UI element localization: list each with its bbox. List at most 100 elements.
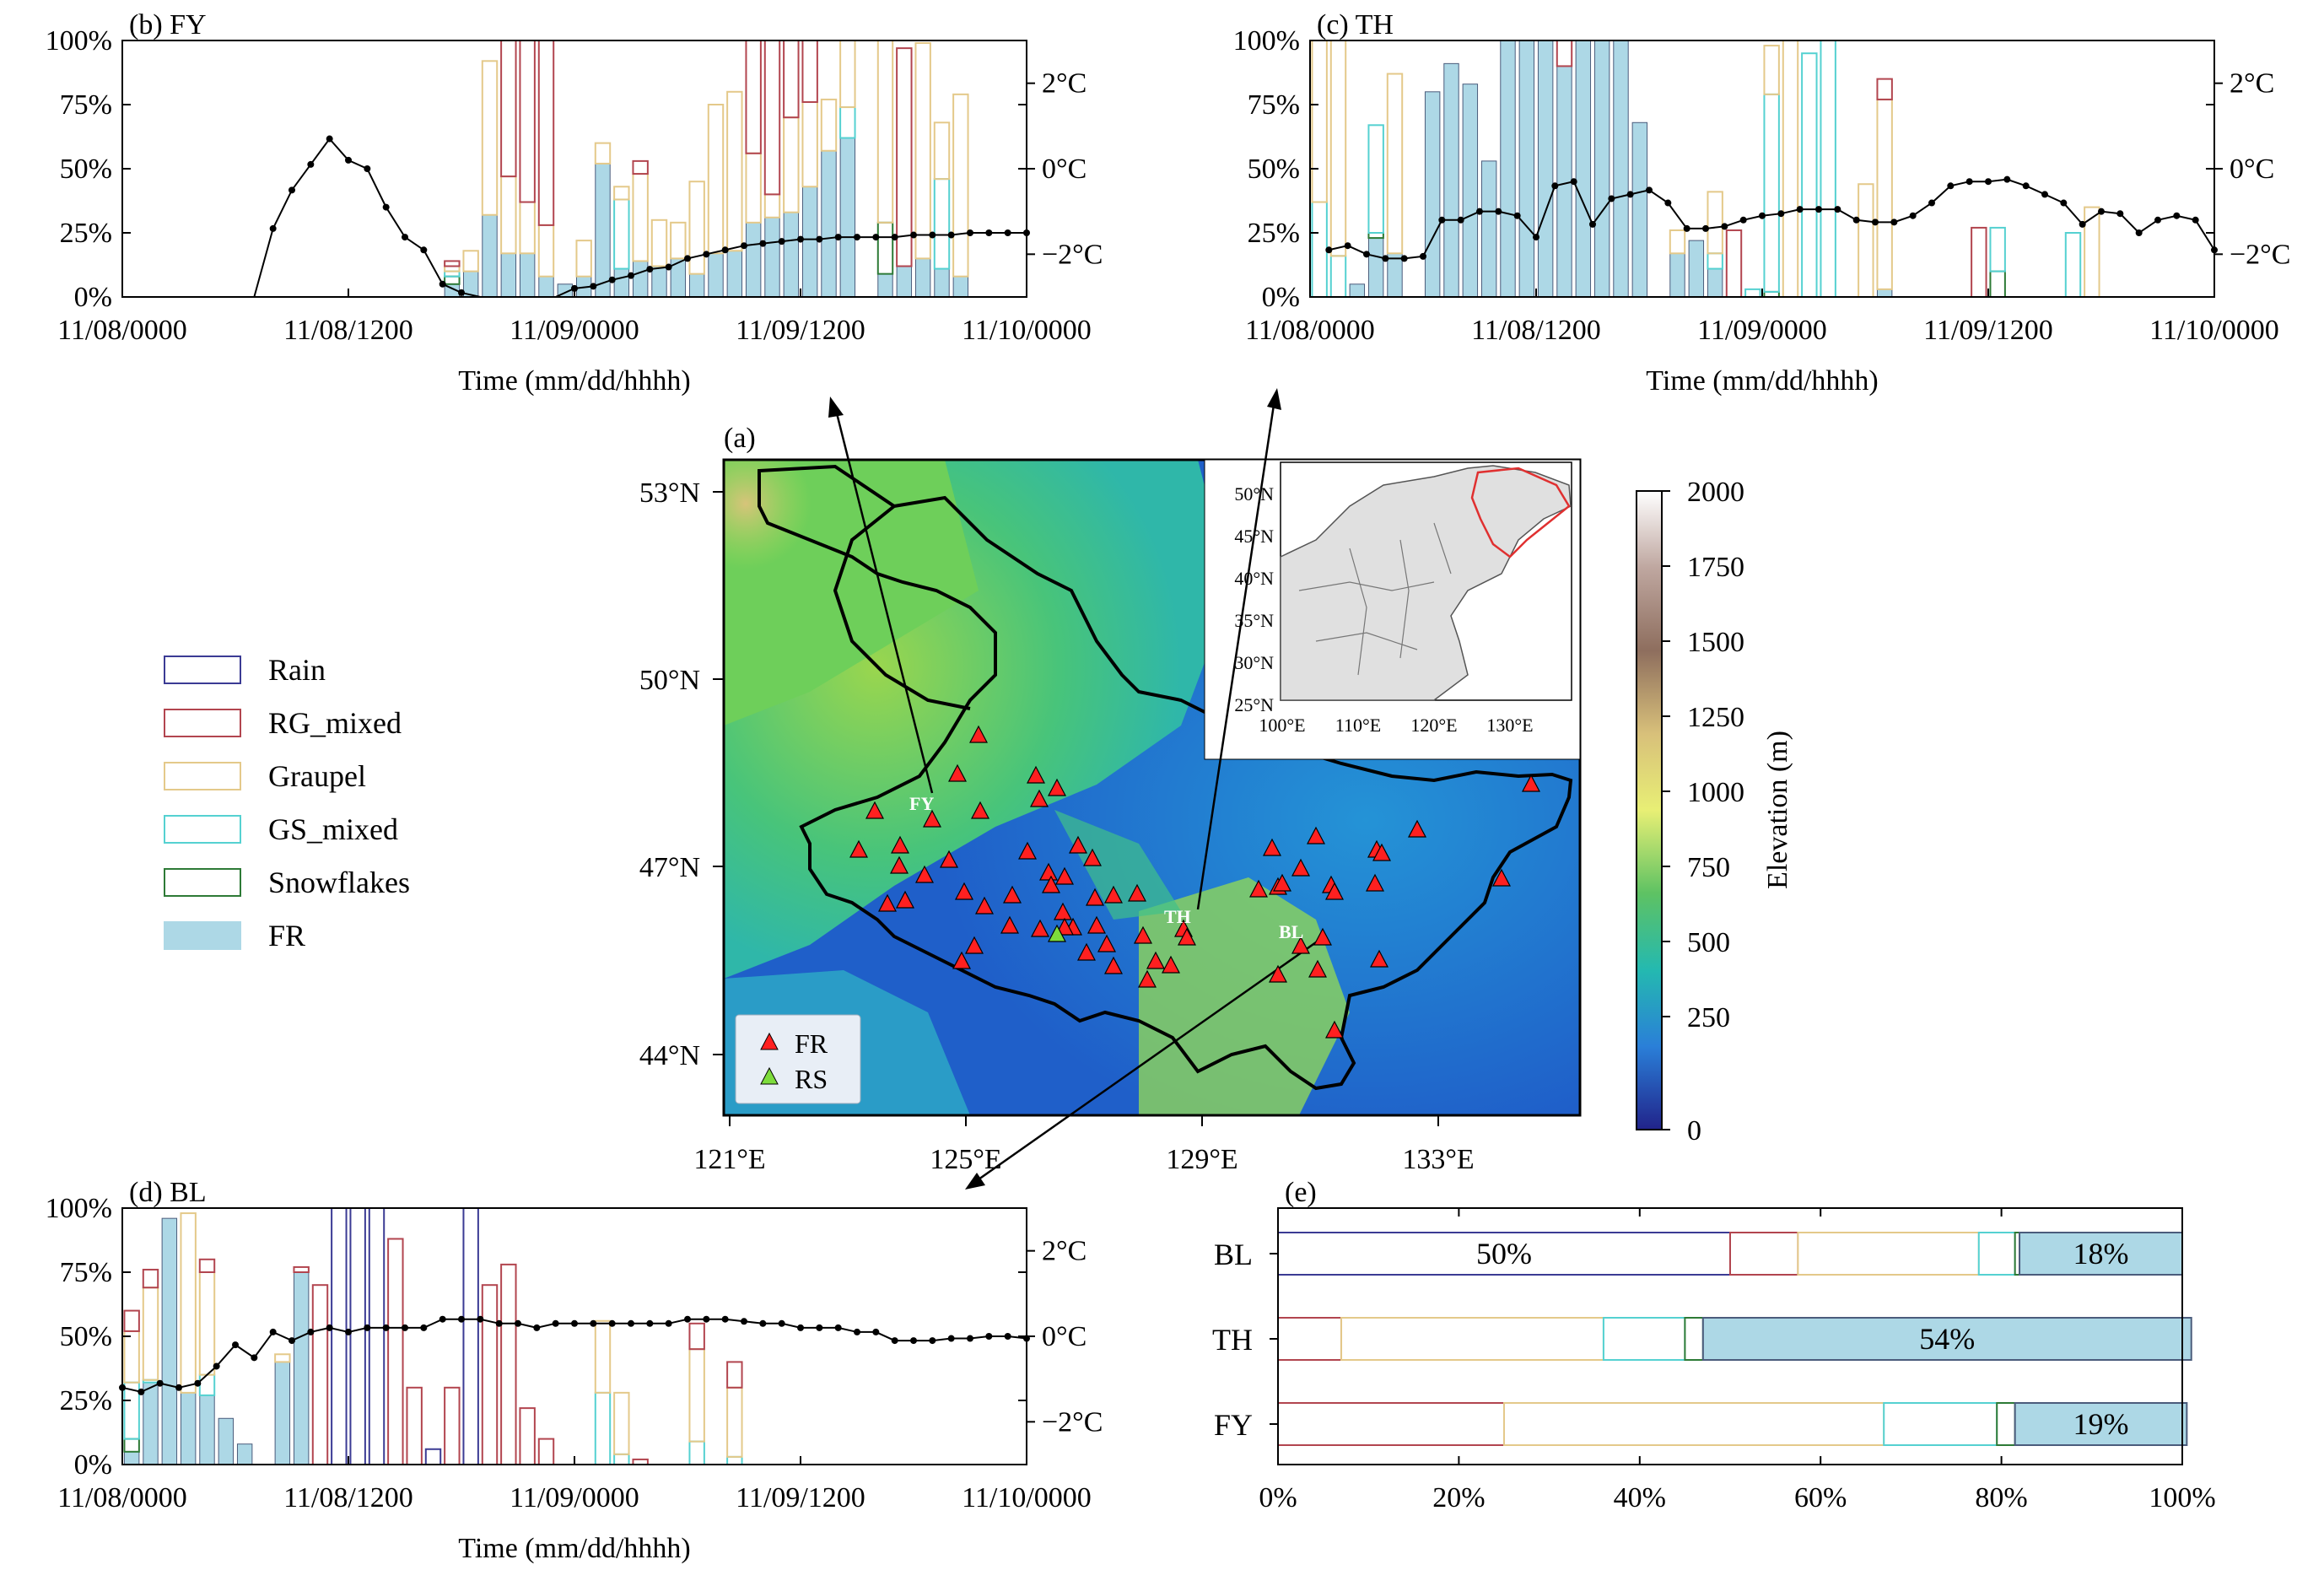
- temperature-point: [1438, 216, 1446, 224]
- temperature-point: [910, 1337, 917, 1345]
- temperature-point: [1400, 255, 1408, 262]
- fr-station-marker: [1055, 917, 1074, 936]
- temperature-point: [345, 156, 352, 164]
- x-tick-label: 11/10/0000: [962, 315, 1092, 346]
- fr-station-marker: [1325, 882, 1344, 900]
- y-tick-label: 50%: [60, 154, 112, 185]
- legend-swatch-snowflakes: [164, 868, 241, 897]
- x-tick-label: 11/10/0000: [962, 1482, 1092, 1513]
- bar-segment-fr: [801, 186, 818, 298]
- inset-lat-label: 50°N: [1234, 483, 1274, 504]
- y2-tick-label: 2°C: [1042, 68, 1087, 100]
- bar-segment-fr: [708, 252, 724, 298]
- stacked-segment-snowflakes: [1996, 1402, 2016, 1446]
- bar-segment-fr: [161, 1217, 178, 1465]
- bar-segment-gs-mixed: [594, 1391, 612, 1466]
- stacked-segment-snowflakes: [1684, 1317, 1704, 1361]
- fr-station-marker: [1003, 885, 1022, 904]
- bar-segment-rg-mixed: [537, 40, 555, 226]
- temperature-point: [929, 1337, 936, 1345]
- bar-segment-gs-mixed: [688, 1440, 705, 1466]
- data-label: 54%: [1919, 1322, 1975, 1356]
- temperature-point: [2079, 220, 2086, 228]
- temperature-point: [1909, 212, 1917, 219]
- fr-station-marker: [1087, 915, 1106, 934]
- colorbar-tick-label: 1250: [1687, 702, 1744, 733]
- temperature-point: [194, 1379, 202, 1387]
- temperature-point: [1513, 212, 1521, 219]
- temperature-point: [628, 272, 634, 279]
- temperature-point: [608, 1319, 616, 1327]
- temperature-point: [929, 231, 936, 239]
- legend-label: Rain: [268, 653, 326, 687]
- fr-station-marker: [1104, 885, 1123, 904]
- temperature-point: [1457, 216, 1464, 224]
- bar-segment-graupel: [801, 100, 818, 188]
- x-tick-label: 11/08/1200: [283, 1482, 413, 1513]
- fr-marker-icon: [760, 1032, 779, 1050]
- bar-segment-fr: [218, 1417, 235, 1465]
- x-tick-label: 11/10/0000: [2149, 315, 2279, 346]
- x-tick-label: 11/09/0000: [510, 1482, 639, 1513]
- panel-bl: (d) BL 0% 25% 50% 75% 100% −2°C 0°C 2°C 11/08/000…: [46, 1177, 1103, 1564]
- y-tick-label: 25%: [60, 1385, 112, 1416]
- temperature-point: [2192, 216, 2199, 224]
- bar-segment-gs-mixed: [1311, 201, 1328, 299]
- bar-segment-rg-mixed: [632, 159, 649, 175]
- bar-segment-graupel: [726, 90, 743, 252]
- bar-segment-rg-mixed: [519, 40, 536, 203]
- lon-tick-label: 133°E: [1402, 1144, 1474, 1175]
- fr-station-marker: [971, 801, 989, 819]
- colorbar-tick-label: 1000: [1687, 777, 1744, 808]
- temperature-point: [364, 165, 371, 172]
- bar-segment-fr: [1688, 240, 1705, 298]
- temperature-point: [1852, 216, 1860, 224]
- bar-segment-graupel: [1386, 73, 1404, 255]
- fr-station-marker: [952, 951, 971, 969]
- temperature-point: [741, 242, 747, 250]
- temperature-point: [1004, 1333, 1011, 1340]
- x-tick-label: 11/09/0000: [1697, 315, 1827, 346]
- bar-segment-rg-mixed: [481, 1284, 499, 1465]
- temperature-point: [156, 1379, 164, 1387]
- bar-segment-graupel: [745, 152, 762, 224]
- temperature-point: [1721, 223, 1728, 230]
- y2-tick-label: −2°C: [1042, 1406, 1103, 1438]
- bar-segment-fr: [839, 138, 856, 298]
- temperature-point: [1476, 208, 1483, 215]
- fr-station-marker: [940, 850, 958, 868]
- bar-segment-gs-mixed: [198, 1373, 216, 1396]
- bar-segment-fr: [783, 212, 800, 298]
- temperature-point: [533, 1324, 541, 1331]
- temperature-point: [608, 276, 616, 283]
- bar-segment-fr: [914, 257, 931, 298]
- temperature-point: [891, 1337, 898, 1345]
- temperature-point: [590, 1319, 597, 1327]
- temperature-point: [364, 1324, 371, 1331]
- bar-segment-graupel: [575, 240, 592, 278]
- fr-station-marker: [1313, 927, 1332, 946]
- temperature-point: [402, 1324, 408, 1331]
- x-tick-label: 11/09/1200: [1923, 315, 2053, 346]
- fr-station-marker: [896, 890, 914, 909]
- bar-segment-fr: [745, 222, 762, 298]
- bar-segment-rg-mixed: [745, 40, 762, 154]
- bar-segment-snowflakes: [1989, 270, 2006, 299]
- temperature-point: [1702, 224, 1709, 232]
- lat-tick-label: 50°N: [639, 665, 700, 696]
- bar-segment-fr: [482, 214, 498, 298]
- x-axis-label: Time (mm/dd/hhhh): [458, 1533, 691, 1564]
- bar-segment-graupel: [933, 121, 951, 181]
- stacked-segment-rg-mixed: [1729, 1232, 1799, 1276]
- fr-station-marker: [1325, 1020, 1344, 1039]
- temperature-point: [872, 1328, 880, 1335]
- bar-segment-gs-mixed: [613, 1453, 630, 1465]
- bar-segment-fr: [236, 1443, 253, 1465]
- bar-segment-fr: [1462, 84, 1479, 298]
- y-tick-label: 50%: [60, 1321, 112, 1352]
- fr-station-marker: [1307, 826, 1325, 844]
- temperature-point: [1551, 182, 1559, 190]
- temperature-point: [1965, 178, 1973, 186]
- bar-segment-fr: [595, 163, 611, 298]
